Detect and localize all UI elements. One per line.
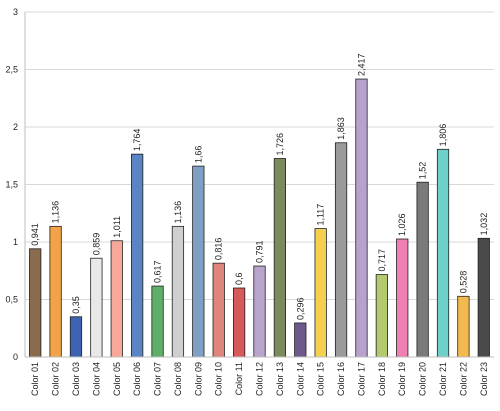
bar-color-02 <box>49 225 62 358</box>
bar-color-08 <box>171 225 185 358</box>
y-tick-label: 0 <box>13 352 18 362</box>
data-label: 0,528 <box>458 271 468 294</box>
bar-color-18 <box>375 274 388 358</box>
x-tick-label: Color 19 <box>397 362 407 396</box>
x-tick-label: Color 16 <box>336 362 346 396</box>
data-label: 1,726 <box>275 133 285 156</box>
bar-color-10 <box>212 262 225 358</box>
data-label: 2,417 <box>356 54 366 77</box>
data-label: 1,011 <box>112 216 122 238</box>
data-label: 0,296 <box>295 297 305 320</box>
x-tick-label: Color 01 <box>30 362 40 396</box>
x-tick-label: Color 23 <box>479 362 489 396</box>
bar-color-16 <box>334 142 348 358</box>
x-tick-label: Color 06 <box>132 362 142 396</box>
bar-color-22 <box>457 295 470 358</box>
bar-color-17 <box>355 78 368 358</box>
bar-color-01 <box>29 248 42 358</box>
x-tick-label: Color 21 <box>438 362 448 396</box>
bar-color-11 <box>232 287 246 358</box>
data-label: 1,136 <box>51 201 61 224</box>
data-label: 1,806 <box>438 124 448 147</box>
data-label: 0,859 <box>91 233 101 256</box>
bar-color-23 <box>477 237 490 358</box>
data-label: 0,717 <box>377 249 387 272</box>
data-label: 0,941 <box>30 223 40 246</box>
data-label: 1,863 <box>336 117 346 140</box>
data-label: 1,032 <box>479 213 489 236</box>
y-tick-label: 2 <box>13 122 18 132</box>
x-tick-label: Color 18 <box>377 362 387 396</box>
bar-color-09 <box>192 165 205 358</box>
bar-color-15 <box>314 228 327 358</box>
data-label: 0,791 <box>255 241 265 264</box>
bar-color-13 <box>273 158 287 358</box>
x-tick-label: Color 04 <box>91 362 101 396</box>
data-labels: 0,941 1,136 0,35 0,859 1,011 1,764 0,617 1,136 1… <box>30 54 489 320</box>
y-tick-label: 1,5 <box>5 180 18 190</box>
bar-color-04 <box>90 257 103 358</box>
x-tick-label: Color 15 <box>316 362 326 396</box>
bar-color-05 <box>110 240 123 358</box>
bar-color-07 <box>151 285 164 358</box>
bar-color-12 <box>253 265 266 358</box>
data-label: 0,6 <box>234 272 244 285</box>
x-tick-label: Color 09 <box>193 362 203 396</box>
x-tick-label: Color 17 <box>356 362 366 396</box>
y-tick-label: 0,5 <box>5 295 18 305</box>
x-tick-label: Color 10 <box>214 362 224 396</box>
x-tick-label: Color 02 <box>51 362 61 396</box>
y-axis-tick-labels: 0 0,5 1 1,5 2 2,5 3 <box>5 7 18 362</box>
data-label: 0,816 <box>214 238 224 261</box>
bar-color-21 <box>436 148 450 358</box>
y-tick-label: 1 <box>13 237 18 247</box>
data-label: 0,35 <box>71 296 81 314</box>
x-tick-label: Color 08 <box>173 362 183 396</box>
data-label: 1,136 <box>173 201 183 224</box>
bar-color-06 <box>131 153 144 358</box>
gridlines <box>25 11 494 300</box>
x-tick-label: Color 11 <box>234 362 244 395</box>
bar-color-19 <box>396 238 409 358</box>
x-tick-label: Color 20 <box>418 362 428 396</box>
x-tick-label: Color 14 <box>295 362 305 396</box>
data-label: 0,617 <box>153 261 163 284</box>
y-tick-label: 2,5 <box>5 65 18 75</box>
x-tick-label: Color 07 <box>153 362 163 396</box>
bar-color-14 <box>294 322 307 358</box>
data-label: 1,117 <box>316 204 326 226</box>
bars <box>29 78 490 358</box>
x-tick-label: Color 13 <box>275 362 285 396</box>
data-label: 1,764 <box>132 129 142 152</box>
x-tick-label: Color 22 <box>458 362 468 396</box>
x-tick-label: Color 03 <box>71 362 81 396</box>
data-label: 1,52 <box>418 162 428 180</box>
y-tick-label: 3 <box>13 7 18 17</box>
x-axis-category-labels: Color 01 Color 02 Color 03 Color 04 Color 05… <box>30 362 489 396</box>
bar-color-20 <box>416 181 429 358</box>
data-label: 1,66 <box>193 146 203 164</box>
data-label: 1,026 <box>397 213 407 236</box>
bar-color-03 <box>69 316 83 358</box>
x-tick-label: Color 12 <box>255 362 265 396</box>
x-tick-label: Color 05 <box>112 362 122 396</box>
